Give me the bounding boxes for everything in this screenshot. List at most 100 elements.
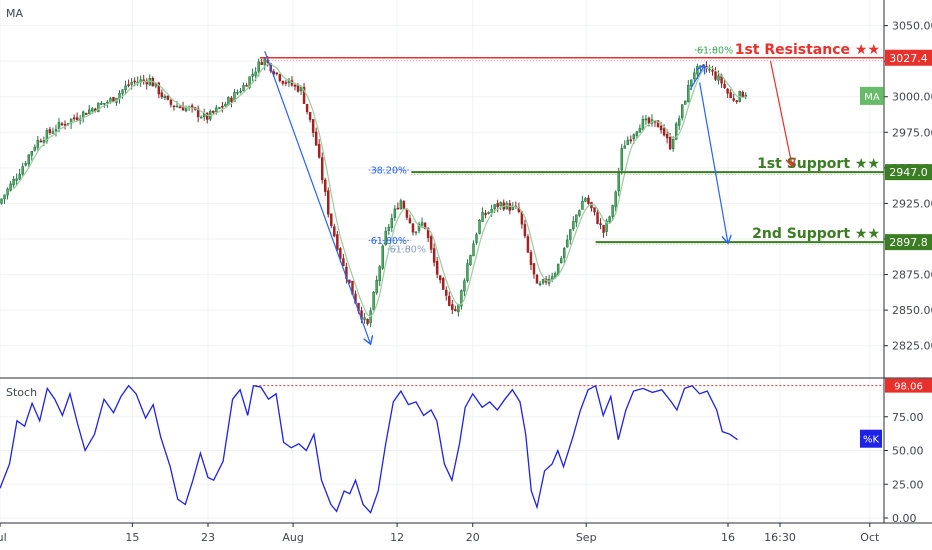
candle-body [587, 197, 590, 204]
candle-body [399, 200, 403, 210]
candle-body [735, 100, 738, 103]
candle-body [490, 209, 493, 213]
candle-body [665, 134, 669, 139]
candle-body [499, 202, 502, 206]
candle-body [569, 229, 572, 240]
candle-body [466, 263, 469, 281]
candle-body [305, 103, 309, 113]
candle-body [493, 204, 496, 210]
resistance-price-tag [885, 49, 932, 66]
candle-body [36, 139, 40, 148]
time-axis-tick-label: Sep [576, 531, 597, 544]
candle-body [248, 76, 251, 88]
candle-body [21, 166, 24, 175]
candle-body [481, 211, 484, 222]
stoch-k-badge [860, 429, 882, 448]
candle-body [296, 85, 300, 92]
price-axis-tick-label: 2975.00 [892, 126, 932, 139]
candle-body [212, 110, 215, 113]
candle-body [157, 82, 161, 95]
time-axis-tick-label: 16:30 [764, 531, 796, 544]
candle-body [281, 80, 285, 84]
candle-body [263, 58, 266, 66]
candle-body [24, 163, 27, 166]
candle-body [699, 65, 702, 67]
candle-body [566, 239, 569, 248]
candle-body [584, 198, 587, 202]
candle-body [60, 123, 64, 126]
candle-body [190, 105, 194, 108]
candle-body [130, 82, 133, 85]
price-panel[interactable] [0, 56, 748, 328]
candle-body [629, 139, 633, 142]
candle-body [445, 289, 448, 296]
candle-body [336, 234, 339, 251]
candle-body [647, 117, 651, 124]
candle-body [656, 120, 660, 128]
candle-body [6, 188, 9, 196]
price-axis-tick-label: 2825.00 [892, 340, 932, 353]
candle-body [717, 75, 720, 81]
candle-body [327, 190, 330, 215]
candle-body [109, 98, 112, 102]
stochastic-panel[interactable]: 98.06 %K [0, 378, 932, 514]
candle-body [659, 125, 663, 131]
candle-body [84, 112, 88, 115]
candle-body [729, 92, 732, 99]
candle-body [9, 183, 12, 191]
candle-body [693, 72, 696, 80]
candle-body [227, 97, 230, 106]
candle-body [454, 309, 457, 312]
candle-body [644, 118, 648, 121]
time-axis-tick-label: Oct [860, 531, 880, 544]
candle-body [88, 109, 91, 114]
price-axis-tick-label: 2875.00 [892, 269, 932, 282]
candle-body [12, 178, 15, 186]
candle-body [690, 79, 693, 87]
candle-body [169, 99, 173, 105]
projection-arrow [264, 51, 371, 344]
candle-body [145, 80, 148, 85]
price-axis-tick-label: 3050.00 [892, 20, 932, 33]
candle-body [708, 68, 711, 71]
candle-body [408, 218, 412, 224]
candle-body [563, 248, 566, 259]
projection-arrow [769, 61, 793, 166]
candle-body [57, 122, 61, 129]
time-axis-tick-label: Aug [282, 531, 303, 544]
stoch-axis-tick-label: 75.00 [892, 411, 924, 424]
candle-body [30, 151, 34, 156]
candle-body [411, 223, 415, 233]
projection-arrow [699, 82, 728, 244]
fib-level-label: 61.80% [390, 244, 426, 255]
stoch-k-line [0, 384, 738, 514]
candle-body [674, 123, 678, 140]
candle-body [311, 119, 315, 133]
candle-body [626, 139, 630, 146]
candle-body [284, 82, 288, 84]
support-label: 1st Support ★★ [757, 156, 880, 172]
candle-body [550, 276, 554, 280]
candle-body [172, 105, 176, 108]
candle-body [632, 134, 636, 140]
candle-body [605, 220, 608, 232]
candle-body [593, 207, 596, 213]
candle-body [3, 194, 6, 200]
candle-body [260, 62, 263, 65]
price-indicator-label: MA [6, 7, 23, 20]
candle-body [581, 201, 584, 210]
candle-body [333, 226, 336, 237]
candle-body [538, 283, 542, 286]
candle-body [0, 198, 3, 204]
candle-body [608, 216, 611, 223]
time-axis-tick-label: 12 [390, 531, 404, 544]
candle-body [51, 131, 55, 134]
candle-body [623, 145, 626, 149]
candle-body [523, 224, 527, 237]
time-axis-tick-label: 16 [721, 531, 735, 544]
candle-body [687, 85, 690, 103]
candle-body [429, 236, 433, 250]
time-axis-tick-label: Jul [0, 531, 7, 544]
candle-body [496, 203, 499, 208]
candle-body [166, 95, 170, 100]
